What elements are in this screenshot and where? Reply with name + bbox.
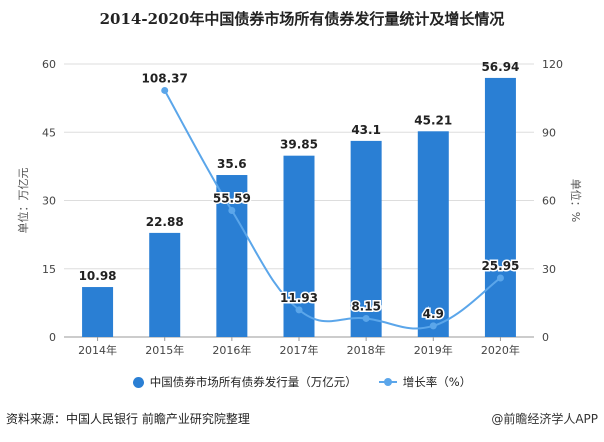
left-tick-label: 15 [42, 263, 56, 276]
legend-item-bar[interactable]: 中国债券市场所有债券发行量（万亿元） [132, 374, 357, 390]
source-note: 资料来源：中国人民银行 前瞻产业研究院整理 [6, 412, 250, 426]
line-point [161, 86, 169, 94]
bar [484, 77, 516, 337]
line-data-label: 25.95 [481, 259, 519, 273]
line-point [295, 306, 303, 314]
x-tick-label: 2014年 [78, 343, 117, 357]
credit: @前瞻经济学人APP [491, 412, 598, 426]
bar-data-label: 10.98 [79, 269, 117, 283]
left-tick-label: 0 [49, 331, 56, 344]
bar-data-label: 39.85 [280, 138, 318, 152]
right-tick-label: 60 [542, 195, 556, 208]
x-tick-label: 2016年 [212, 343, 251, 357]
right-tick-label: 120 [542, 58, 563, 71]
line-point [362, 314, 370, 322]
line-data-label: 4.9 [423, 307, 444, 321]
line-point [429, 322, 437, 330]
growth-line [163, 89, 502, 330]
x-tick-label: 2017年 [280, 343, 319, 357]
x-tick-label: 2019年 [414, 343, 453, 357]
right-tick-label: 0 [542, 331, 549, 344]
legend-line-swatch [378, 378, 397, 386]
legend-item-line[interactable]: 增长率（%） [378, 374, 472, 390]
line-point [496, 274, 504, 282]
left-tick-label: 45 [42, 126, 56, 139]
bar-data-label: 43.1 [351, 123, 381, 137]
x-tick-label: 2018年 [347, 343, 386, 357]
legend-bar-label: 中国债券市场所有债券发行量（万亿元） [149, 375, 357, 389]
chart-canvas: 0 15 30 45 60 0 30 60 90 120 单位：万亿元 单位：% 2014年 2015年 2… [16, 58, 583, 357]
bar-data-label: 56.94 [481, 60, 519, 74]
bar [216, 175, 248, 337]
line-data-label: 55.59 [213, 192, 251, 206]
line-data-label: 11.93 [280, 291, 318, 305]
right-tick-label: 30 [542, 263, 556, 276]
line-data-label: 8.15 [351, 299, 381, 313]
bar [149, 232, 181, 337]
bar [350, 140, 382, 337]
bar-data-label: 22.88 [146, 215, 184, 229]
line-point [228, 207, 236, 215]
legend-line-label: 增长率（%） [402, 375, 472, 389]
left-tick-label: 60 [42, 58, 56, 71]
chart-title: 2014-2020年中国债券市场所有债券发行量统计及增长情况 [99, 10, 505, 28]
left-tick-label: 30 [42, 195, 56, 208]
bar-data-label: 45.21 [414, 113, 452, 127]
right-axis-label: 单位：% [569, 179, 583, 222]
x-tick-label: 2020年 [481, 343, 520, 357]
x-tick-label: 2015年 [145, 343, 184, 357]
line-data-label: 108.37 [142, 71, 188, 85]
bar [417, 131, 449, 337]
legend: 中国债券市场所有债券发行量（万亿元） 增长率（%） [0, 374, 604, 390]
left-axis-label: 单位：万亿元 [16, 168, 30, 234]
bar-data-label: 35.6 [217, 157, 247, 171]
bar [82, 287, 114, 337]
right-tick-label: 90 [542, 126, 556, 139]
legend-bar-swatch [132, 376, 144, 388]
